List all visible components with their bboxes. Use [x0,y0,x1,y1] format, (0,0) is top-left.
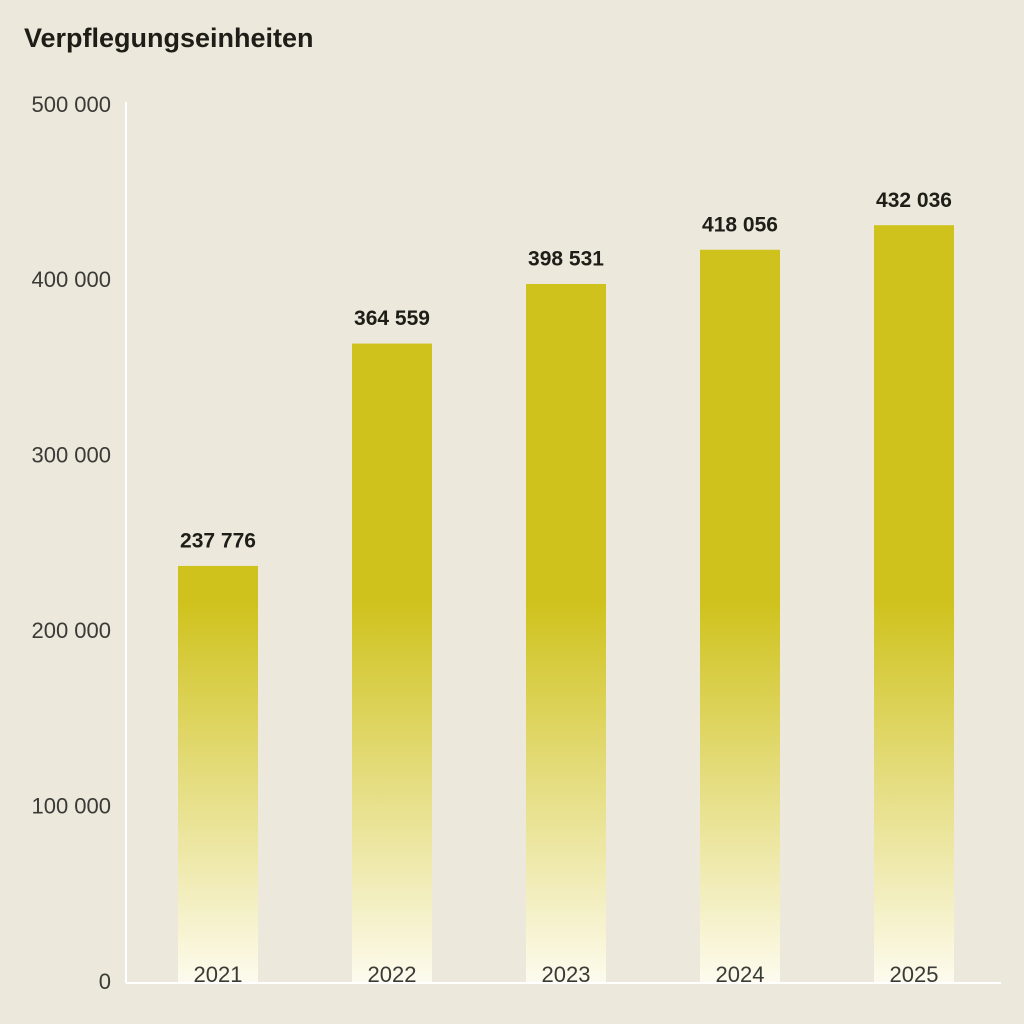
y-tick-label: 100 000 [31,793,111,818]
value-label: 364 559 [354,307,430,330]
y-tick-label: 300 000 [31,443,111,468]
value-label: 432 036 [876,189,952,212]
value-label: 237 776 [180,529,256,552]
chart-title: Verpflegungseinheiten [24,23,314,53]
y-tick-label: 500 000 [31,92,111,117]
value-label: 398 531 [528,248,604,271]
bar [178,565,258,983]
value-label: 418 056 [702,213,778,236]
bar [526,283,606,983]
bar [700,249,780,983]
bar [352,343,432,984]
y-tick-label: 400 000 [31,267,111,292]
bar [874,225,954,983]
y-tick-label: 200 000 [31,618,111,643]
y-tick-label: 0 [99,969,111,994]
